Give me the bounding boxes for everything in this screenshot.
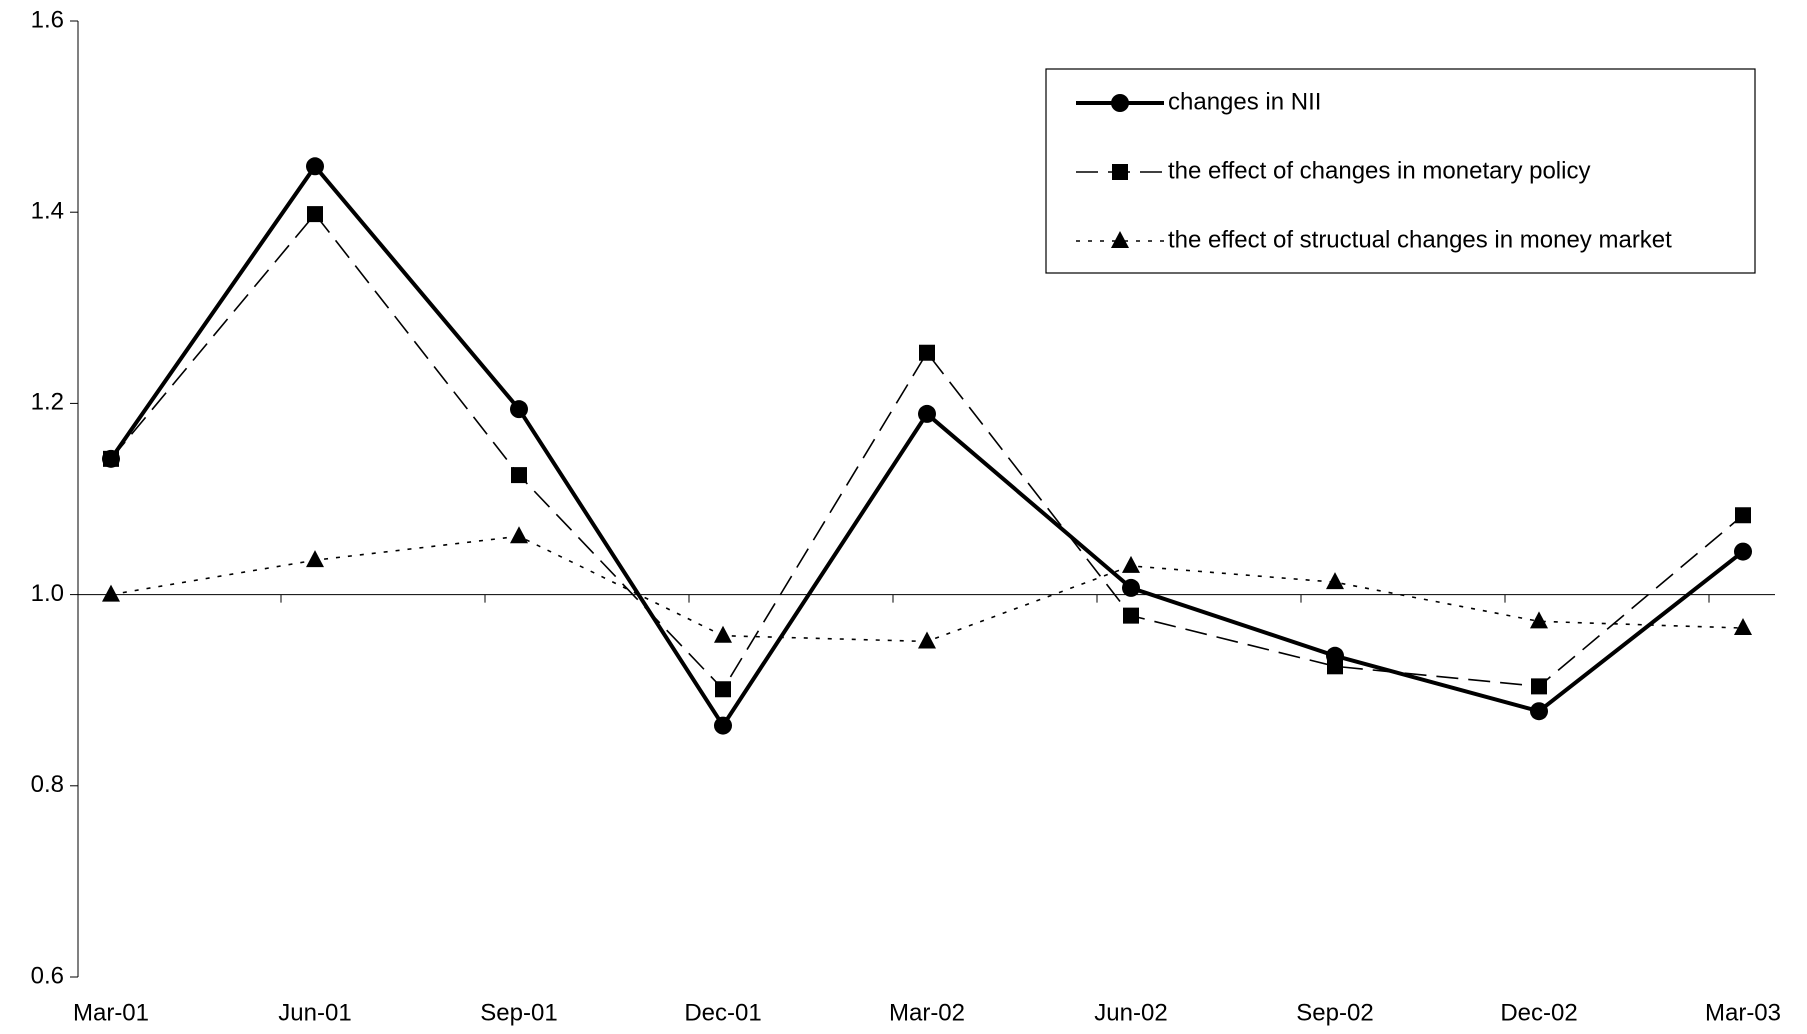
y-tick-label: 1.4: [31, 198, 64, 225]
x-tick-label: Jun-01: [278, 999, 351, 1026]
y-tick-label: 1.6: [31, 6, 64, 33]
point: [1530, 702, 1548, 721]
y-tick-label: 1.0: [31, 580, 64, 607]
point: [510, 400, 528, 419]
series-line: [110, 212, 1744, 691]
x-tick-label: Dec-01: [684, 999, 761, 1026]
legend-marker: [1112, 164, 1128, 180]
point: [306, 550, 324, 568]
series-line: [110, 535, 1744, 643]
point: [918, 404, 936, 423]
point: [510, 526, 528, 544]
point: [1734, 618, 1752, 636]
point: [102, 584, 120, 602]
legend-label: the effect of structual changes in money…: [1168, 226, 1672, 253]
x-tick-label: Sep-02: [1296, 999, 1373, 1026]
point: [511, 467, 527, 484]
point: [1530, 611, 1548, 629]
x-tick-label: Jun-02: [1094, 999, 1167, 1026]
y-tick-label: 0.6: [31, 962, 64, 989]
x-tick-label: Mar-02: [889, 999, 965, 1026]
point: [715, 681, 731, 698]
point: [1123, 607, 1139, 624]
y-tick-label: 0.8: [31, 771, 64, 798]
legend-marker: [1111, 94, 1129, 112]
point: [306, 157, 324, 176]
point: [1122, 578, 1140, 597]
legend-marker: [1111, 231, 1129, 248]
point: [1734, 542, 1752, 561]
point: [1531, 678, 1547, 695]
x-tick-label: Dec-02: [1500, 999, 1577, 1026]
point: [919, 344, 935, 361]
legend-label: changes in NII: [1168, 88, 1321, 115]
point: [714, 625, 732, 643]
point: [714, 716, 732, 735]
point: [307, 206, 323, 223]
x-tick-label: Mar-01: [73, 999, 149, 1026]
y-tick-label: 1.2: [31, 389, 64, 416]
point: [1735, 507, 1751, 524]
point: [1122, 555, 1140, 573]
legend-label: the effect of changes in monetary policy: [1168, 157, 1590, 184]
x-tick-label: Sep-01: [480, 999, 557, 1026]
x-tick-label: Mar-03: [1705, 999, 1781, 1026]
point: [1326, 572, 1344, 590]
point: [103, 450, 119, 467]
point: [1327, 658, 1343, 675]
legend-box: [1045, 68, 1756, 274]
point: [918, 631, 936, 649]
